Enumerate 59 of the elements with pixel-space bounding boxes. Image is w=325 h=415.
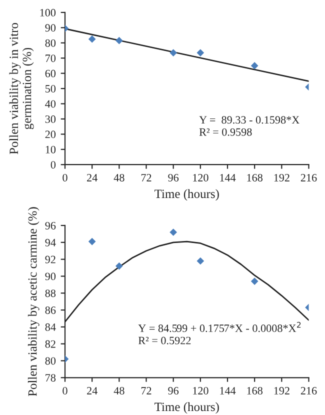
x-tick-label: 120 bbox=[193, 387, 208, 394]
y-tick-label: 96 bbox=[45, 222, 56, 230]
y-tick-label: 60 bbox=[45, 70, 56, 78]
x-tick-label: 0 bbox=[62, 174, 68, 182]
point bbox=[115, 36, 123, 44]
y-tick-label: 100 bbox=[40, 8, 56, 16]
x-tick-label: 144 bbox=[220, 174, 236, 182]
point bbox=[196, 257, 204, 265]
x-tick-label: 192 bbox=[274, 174, 290, 182]
x-tick-label: 24 bbox=[87, 174, 98, 182]
y-tick-label: 82 bbox=[45, 340, 56, 348]
y-tick-label: 50 bbox=[46, 85, 56, 92]
annotation: Y = 89.33 - 0.1598*X bbox=[199, 116, 300, 124]
x-tick-label: 144 bbox=[220, 387, 236, 394]
x-axis-title: Time (hours) bbox=[154, 189, 219, 201]
annotation: Y = 84.599 + 0.1757*X - 0.0008*X$^{2}$ bbox=[138, 322, 301, 332]
y-tick-label: 20 bbox=[45, 130, 56, 138]
x-tick-label: 216 bbox=[300, 174, 317, 182]
annotation: R² = 0.5922 bbox=[138, 336, 191, 344]
x-tick-label: 216 bbox=[300, 387, 317, 394]
y-tick-label: 88 bbox=[45, 290, 56, 298]
y-tick-label: 80 bbox=[45, 39, 56, 47]
x-tick-label: 96 bbox=[168, 387, 179, 394]
y-tick-label: 86 bbox=[45, 306, 56, 314]
y-tick-label: 0 bbox=[50, 161, 56, 169]
point bbox=[88, 35, 96, 43]
point bbox=[115, 262, 123, 270]
y-tick-label: 84 bbox=[45, 323, 56, 331]
x-tick-label: 48 bbox=[114, 387, 124, 394]
y-tick-label: 94 bbox=[45, 238, 56, 246]
point bbox=[250, 278, 258, 285]
annotation: R² = 0.9598 bbox=[199, 128, 252, 136]
y-tick-label: 80 bbox=[45, 357, 56, 365]
y-tick-label: 10 bbox=[46, 146, 56, 154]
y-axis-title: Pollen viability by acetic carmine (%) bbox=[28, 207, 40, 396]
point bbox=[170, 228, 178, 236]
y-tick-label: 92 bbox=[45, 256, 56, 264]
point bbox=[196, 49, 204, 56]
x-tick-label: 72 bbox=[141, 387, 152, 394]
y-tick-label: 90 bbox=[45, 272, 56, 280]
y-tick-label: 90 bbox=[45, 24, 56, 32]
y-tick-label: 30 bbox=[45, 115, 56, 123]
x-tick-label: 48 bbox=[114, 174, 124, 182]
x-axis-title: Time (hours) bbox=[154, 402, 219, 414]
point bbox=[170, 49, 178, 56]
x-tick-label: 120 bbox=[193, 174, 208, 182]
x-tick-label: 168 bbox=[247, 174, 262, 182]
point bbox=[250, 62, 258, 70]
y-tick-label: 40 bbox=[45, 100, 56, 108]
x-tick-label: 24 bbox=[87, 387, 98, 394]
point bbox=[88, 238, 96, 246]
y-tick-label: 78 bbox=[46, 374, 56, 382]
x-tick-label: 96 bbox=[168, 174, 179, 182]
x-tick-label: 168 bbox=[247, 387, 262, 394]
x-tick-label: 72 bbox=[141, 174, 152, 182]
y-tick-label: 70 bbox=[46, 54, 56, 62]
x-tick-label: 0 bbox=[62, 387, 68, 394]
y-axis-title: Pollen viability by in vitro germination (%) bbox=[9, 23, 34, 154]
x-tick-label: 192 bbox=[274, 387, 290, 394]
